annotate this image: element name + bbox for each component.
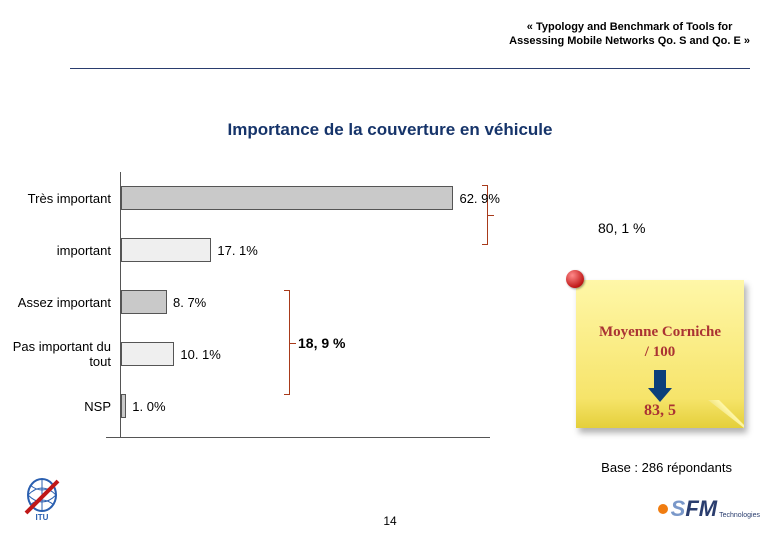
header-line2: Assessing Mobile Networks Qo. S and Qo. …: [509, 35, 750, 47]
bar-row: Très important 62. 9%: [5, 180, 565, 216]
header-line1: « Typology and Benchmark of Tools for: [527, 21, 733, 33]
bar: [121, 342, 174, 366]
bar-row: NSP 1. 0%: [5, 388, 565, 424]
bar: [121, 238, 211, 262]
sfm-s: S: [671, 496, 686, 522]
bar-label: important: [5, 243, 121, 258]
x-axis: [106, 437, 490, 438]
sfm-fm: FM: [685, 496, 717, 522]
bracket-top-label: 80, 1 %: [598, 220, 645, 236]
sticky-result: 83, 5: [576, 402, 744, 420]
bar: [121, 290, 167, 314]
base-text: Base : 286 répondants: [601, 460, 732, 475]
sticky-line1: Moyenne Corniche: [576, 324, 744, 341]
sticky-note: Moyenne Corniche / 100 83, 5: [576, 280, 744, 428]
sfm-sub: Technologies: [719, 512, 760, 519]
bar-value: 62. 9%: [453, 191, 499, 206]
bar-row: Pas important du tout 10. 1%: [5, 336, 565, 372]
bar-value: 1. 0%: [126, 399, 165, 414]
pushpin-icon: [566, 270, 588, 292]
header-rule: [70, 68, 750, 69]
bar: [121, 186, 453, 210]
bar-value: 10. 1%: [174, 347, 220, 362]
chart-title: Importance de la couverture en véhicule: [0, 120, 780, 140]
sticky-line2: / 100: [576, 344, 744, 361]
bar-value: 17. 1%: [211, 243, 257, 258]
bar-label: NSP: [5, 399, 121, 414]
svg-text:ITU: ITU: [36, 513, 49, 521]
page-number: 14: [383, 514, 396, 528]
bar-row: important 17. 1%: [5, 232, 565, 268]
arrow-down-icon: [648, 370, 672, 402]
bar-label: Pas important du tout: [5, 339, 121, 369]
header-subtitle: « Typology and Benchmark of Tools for As…: [509, 20, 750, 49]
bar-label: Très important: [5, 191, 121, 206]
sfm-dot-icon: [658, 504, 668, 514]
bar-row: Assez important 8. 7%: [5, 284, 565, 320]
itu-logo: ITU: [20, 475, 64, 526]
sfm-logo: S FM Technologies: [658, 496, 760, 522]
bar-label: Assez important: [5, 295, 121, 310]
bar-value: 8. 7%: [167, 295, 206, 310]
